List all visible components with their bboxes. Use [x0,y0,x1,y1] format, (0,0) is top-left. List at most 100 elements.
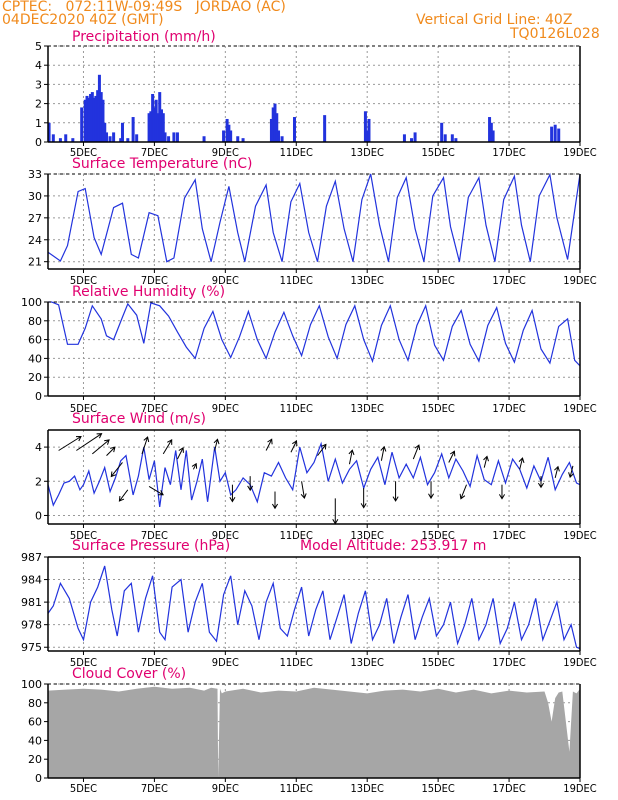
temp-xtick-label: 17DEC [492,274,525,287]
precip-bar [99,92,103,142]
wind-vector-head [537,482,545,489]
cloud-xtick-label: 5DEC [70,782,97,795]
wind-xtick-label: 15DEC [421,529,454,542]
wind-xtick-label: 13DEC [351,529,384,542]
wind-vector [92,439,110,455]
temp-series-line [47,172,581,263]
rh-ytick-label: 20 [28,371,42,384]
precip-bar [450,134,454,142]
precip-bar [271,107,275,142]
precip-bar [273,103,277,142]
precip-bar [101,99,105,142]
precip-bar [269,118,273,142]
wind-vector-head [498,494,506,500]
precip-xtick-label: 17DEC [492,146,525,159]
press-series-line [47,565,581,650]
wind-vector-head [449,450,456,457]
precip-bar [149,111,153,142]
wind-vector-head [518,457,525,464]
wind-vector [192,463,197,470]
header-run-date: 04DEC2020 40Z (GMT) [2,12,164,28]
wind-vector [119,489,129,502]
precip-bar [158,92,162,142]
temp-xtick-label: 13DEC [351,274,384,287]
press-xtick-label: 11DEC [280,656,313,669]
temp-title: Surface Temperature (nC) [72,156,253,172]
wind-ytick-label: 0 [35,509,42,522]
precip-bar [225,118,229,142]
press-ytick-label: 981 [21,596,42,609]
cloud-xtick-label: 17DEC [492,782,525,795]
precip-bar [413,132,417,142]
cloud-area [48,686,580,778]
precip-bar [236,136,240,142]
wind-vector-head [178,447,184,453]
temp-xtick-label: 7DEC [141,274,168,287]
wind-vector-head [143,436,150,443]
header-grid-note: Vertical Grid Line: 40Z [416,12,573,28]
precip-bar [292,117,296,142]
precip-title: Precipitation (mm/h) [72,29,216,45]
wind-ytick-label: 4 [35,441,42,454]
precip-bar [280,136,284,142]
wind-vector-head [428,493,435,500]
rh-series-line [48,301,581,367]
precip-bar [489,122,493,142]
precip-bar [152,107,156,142]
precip-bar [154,99,158,142]
precip-bar [443,134,447,142]
wind-vector [214,439,218,451]
cloud-xtick-label: 9DEC [212,782,239,795]
press-annotation: Model Altitude: 253.917 m [300,538,486,554]
wind-vector-head [392,496,399,502]
precip-xtick-label: 15DEC [421,146,454,159]
press-xtick-label: 7DEC [141,656,168,669]
precip-xtick-label: 13DEC [351,146,384,159]
wind-vector-head [213,438,220,445]
precip-bar [167,136,171,142]
cloud-xtick-label: 7DEC [141,782,168,795]
wind-vector-head [459,493,466,500]
wind-vector-head [483,455,489,462]
wind-vector-head [360,503,367,509]
wind-vector-head [348,449,355,456]
wind-vector-head [321,443,327,450]
wind-vector-head [292,440,298,447]
precip-bar [120,122,124,142]
precip-xtick-label: 7DEC [141,146,168,159]
cloud-ytick-label: 60 [28,716,42,729]
precip-bar [87,97,91,142]
wind-vector [177,447,184,460]
cloud-ytick-label: 0 [35,772,42,785]
precip-bar [163,132,167,142]
wind-vector [554,466,559,478]
cloud-ytick-label: 20 [28,753,42,766]
temp-ytick-label: 30 [28,190,42,203]
wind-vector [519,457,523,470]
rh-xtick-label: 15DEC [421,402,454,415]
press-ytick-label: 975 [21,641,42,654]
wind-vector-head [191,462,198,469]
wind-vector-head [568,472,574,479]
precip-bar [222,130,226,142]
press-title: Surface Pressure (hPa) [72,538,230,554]
precip-bar [172,132,176,142]
precip-bar [112,132,116,142]
wind-vector [448,451,455,463]
cloud-ytick-label: 100 [21,678,42,691]
precip-bar [58,138,62,142]
press-ytick-label: 984 [21,574,42,587]
rh-xtick-label: 11DEC [280,402,313,415]
wind-xtick-label: 7DEC [141,529,168,542]
temp-ytick-label: 21 [28,256,42,269]
precip-bar [147,113,151,142]
precip-xtick-label: 11DEC [280,146,313,159]
precip-xtick-label: 19DEC [563,146,596,159]
precip-bar [126,138,130,142]
cloud-xtick-label: 15DEC [421,782,454,795]
precip-bar [85,95,89,142]
cloud-xtick-label: 13DEC [351,782,384,795]
precip-bar [202,136,206,142]
precip-bar [71,138,75,142]
